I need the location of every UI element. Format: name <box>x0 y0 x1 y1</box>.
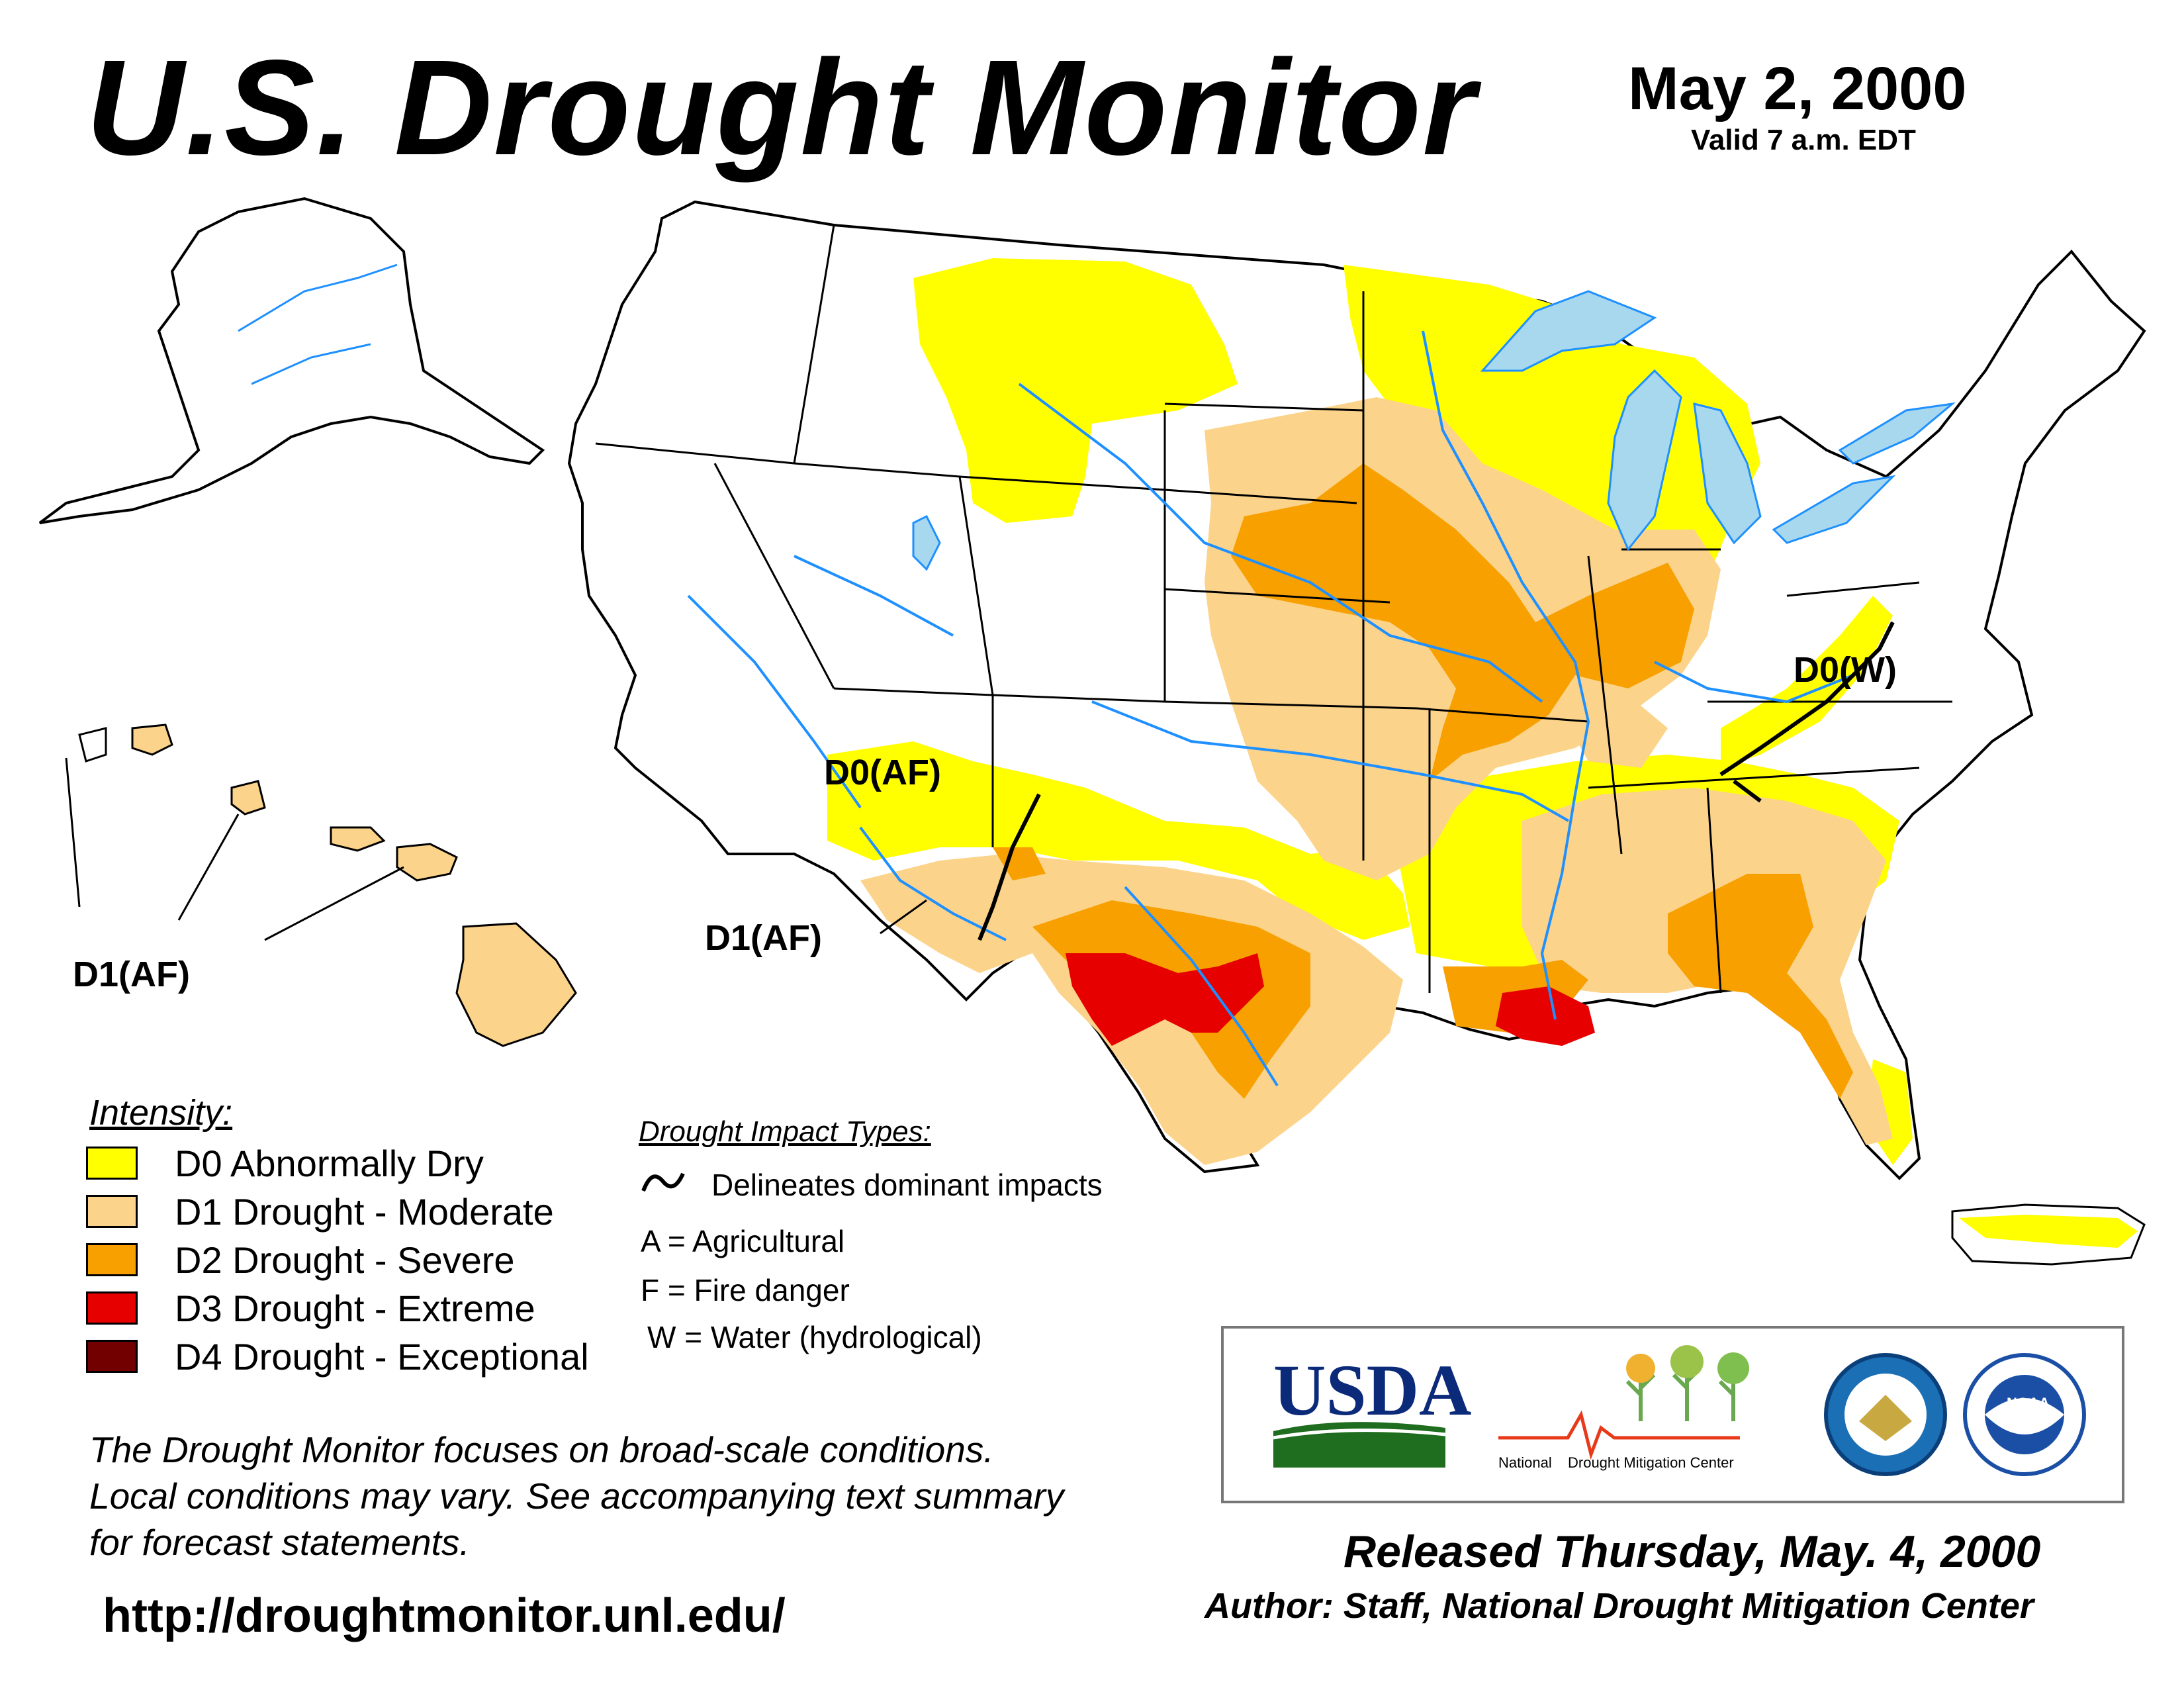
hawaii <box>78 724 577 1047</box>
partner-logos: USDA National Drought Mitigation Center <box>1221 1326 2124 1503</box>
legend-title: Intensity: <box>89 1093 233 1133</box>
label-d0-w: D0(W) <box>1794 650 1897 690</box>
svg-text:Drought Mitigation Center: Drought Mitigation Center <box>1568 1454 1734 1471</box>
legend-item-d1: D1 Drought - Moderate <box>86 1190 554 1233</box>
legend-label-d3: D3 Drought - Extreme <box>175 1287 535 1329</box>
legend-label-d0: D0 Abnormally Dry <box>175 1142 484 1184</box>
state-boundaries <box>595 224 1952 994</box>
ndmc-logo: National Drought Mitigation Center <box>1498 1345 1749 1471</box>
legend-label-d4: D4 Drought - Exceptional <box>175 1335 589 1378</box>
d3-areas <box>1066 953 1595 1046</box>
impact-type-water: W = Water (hydrological) <box>647 1320 982 1354</box>
map-title: U.S. Drought Monitor <box>86 32 1477 183</box>
release-date: Released Thursday, May. 4, 2000 <box>1343 1526 2041 1577</box>
legend-label-d2: D2 Drought - Severe <box>175 1239 515 1281</box>
legend-label-d1: D1 Drought - Moderate <box>175 1190 554 1233</box>
valid-time: Valid 7 a.m. EDT <box>1691 124 1916 156</box>
logos-svg: USDA National Drought Mitigation Center <box>1273 1345 2086 1476</box>
usda-logo: USDA <box>1273 1350 1472 1468</box>
puerto-rico-d0 <box>1959 1215 2138 1248</box>
svg-text:USDA: USDA <box>1273 1350 1472 1430</box>
website-url[interactable]: http://droughtmonitor.unl.edu/ <box>103 1589 786 1642</box>
legend-item-d3: D3 Drought - Extreme <box>86 1287 535 1329</box>
impact-delineation-lines <box>978 621 1895 941</box>
impact-type-agricultural: A = Agricultural <box>641 1224 845 1258</box>
map-date: May 2, 2000 <box>1628 55 1967 122</box>
great-lakes <box>912 290 1956 571</box>
legend-swatch-d0 <box>86 1147 138 1180</box>
hawaii-pointer-lines <box>65 757 927 941</box>
alaska <box>38 197 545 524</box>
legend-swatch-d4 <box>86 1340 138 1373</box>
svg-text:NOAA: NOAA <box>2007 1395 2050 1411</box>
legend-swatch-d3 <box>86 1291 138 1325</box>
author-credit: Author: Staff, National Drought Mitigati… <box>1205 1586 2034 1626</box>
legend-swatch-d2 <box>86 1243 138 1276</box>
noaa-logo: NOAA <box>1963 1353 2086 1476</box>
impact-line-symbol-icon <box>641 1172 685 1192</box>
rivers <box>687 330 1854 1087</box>
legend-item-d0: D0 Abnormally Dry <box>86 1142 484 1184</box>
label-d1-af-southwest: D1(AF) <box>705 918 822 958</box>
legend-item-d2: D2 Drought - Severe <box>86 1239 515 1281</box>
label-d0-af: D0(AF) <box>824 753 941 792</box>
commerce-seal <box>1824 1353 1947 1476</box>
impact-type-fire: F = Fire danger <box>641 1273 850 1307</box>
impact-types-title: Drought Impact Types: <box>639 1115 931 1148</box>
disclaimer-note: The Drought Monitor focuses on broad-sca… <box>89 1427 1214 1566</box>
impact-delineates-text: Delineates dominant impacts <box>711 1168 1103 1202</box>
legend-item-d4: D4 Drought - Exceptional <box>86 1335 589 1378</box>
note-line-1: The Drought Monitor focuses on broad-sca… <box>89 1429 994 1470</box>
label-d1-af-hawaii: D1(AF) <box>73 955 190 994</box>
note-line-2: Local conditions may vary. See accompany… <box>89 1476 1064 1517</box>
note-line-3: for forecast statements. <box>89 1522 470 1563</box>
legend-swatch-d1 <box>86 1195 138 1228</box>
alaska-rivers <box>238 263 398 385</box>
svg-text:National: National <box>1498 1454 1552 1471</box>
